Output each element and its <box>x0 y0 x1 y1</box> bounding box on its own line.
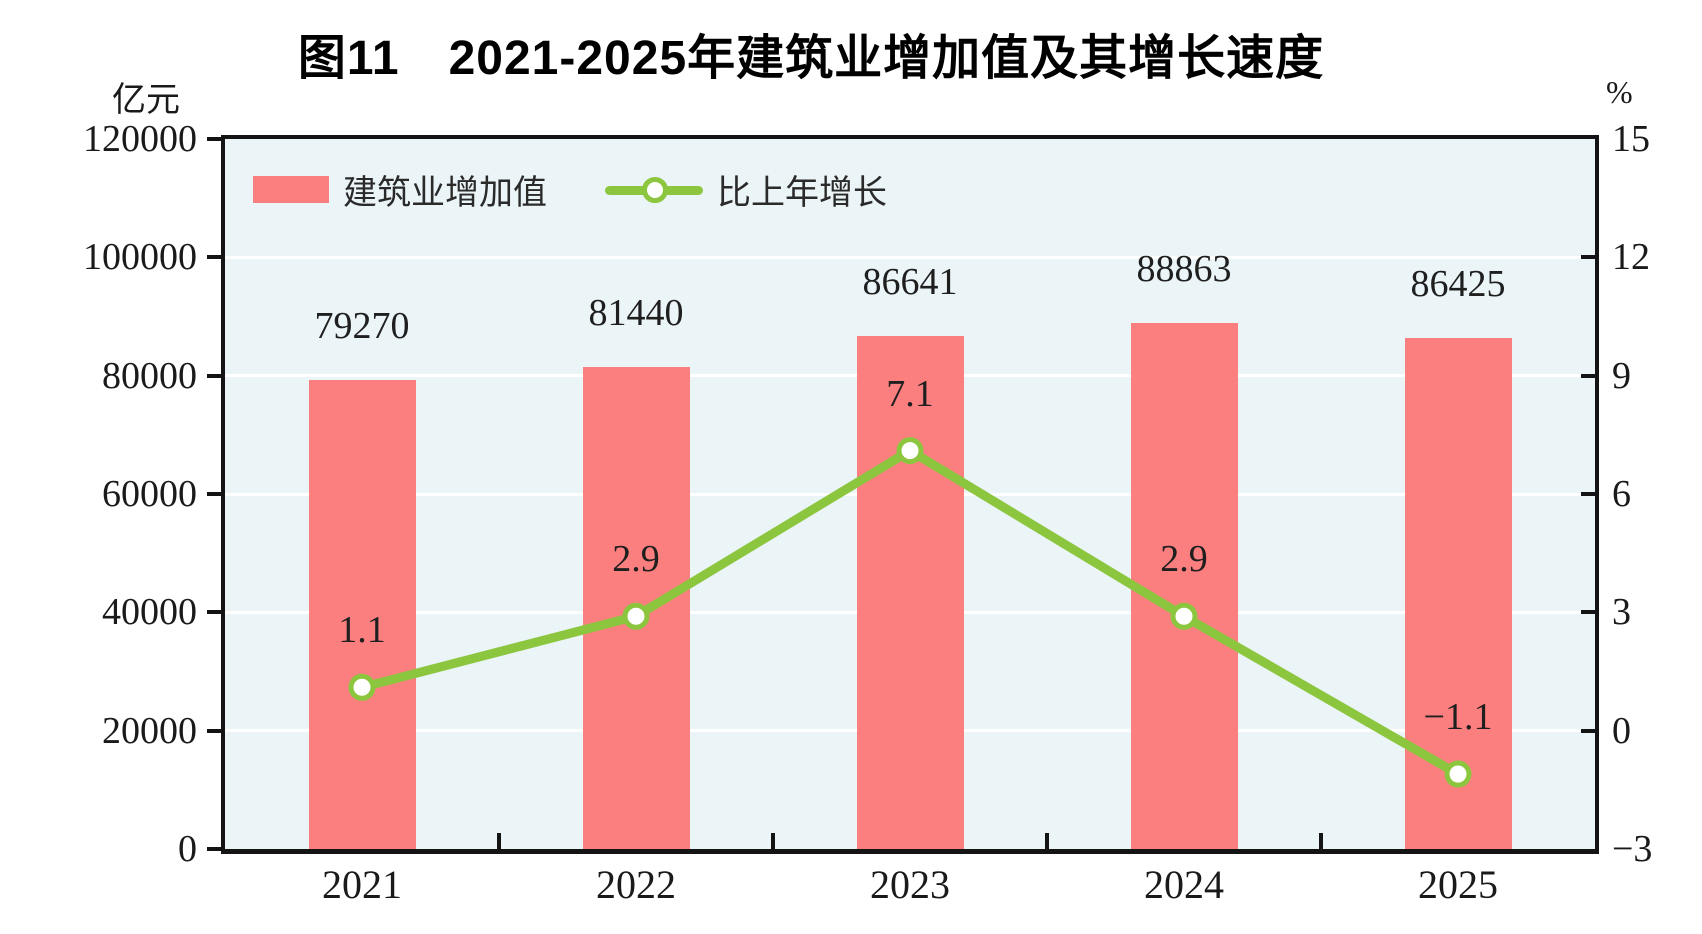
right-axis-tick-label: 6 <box>1612 473 1631 515</box>
bar-value-label: 81440 <box>588 292 684 335</box>
left-axis-tick-label: 80000 <box>102 354 197 397</box>
right-axis-tick-label: −3 <box>1612 828 1653 870</box>
line-point-2025 <box>1444 760 1472 788</box>
bar-2021 <box>308 379 416 849</box>
left-axis-tick-label: 40000 <box>102 591 197 634</box>
left-axis-tick <box>207 137 225 141</box>
x-axis-category-label: 2023 <box>870 862 950 907</box>
left-axis-tick-label: 0 <box>178 828 197 870</box>
left-axis-tick-label: 20000 <box>102 709 197 752</box>
right-axis-tick <box>1581 373 1595 378</box>
x-axis-category-label: 2024 <box>1144 862 1224 907</box>
line-value-label: 2.9 <box>612 538 660 581</box>
right-axis-tick-label: 3 <box>1612 591 1631 634</box>
bar-value-label: 86425 <box>1410 262 1506 305</box>
left-axis-tick-label: 60000 <box>102 473 197 515</box>
bar-2024 <box>1130 323 1238 849</box>
left-axis-tick <box>207 492 225 496</box>
plot-area: 79270 81440 86641 88863 86425 1.1 2.9 7.1 2.9 −1.… <box>221 135 1599 854</box>
right-axis-tick-label: 12 <box>1612 236 1650 279</box>
line-value-label: 1.1 <box>338 609 386 652</box>
right-axis-tick-label: 0 <box>1612 709 1631 752</box>
right-axis-tick <box>1581 255 1595 260</box>
bar-value-label: 79270 <box>314 304 410 347</box>
line-point-2022 <box>622 602 650 630</box>
growth-line <box>357 446 1463 779</box>
legend: 建筑业增加值 比上年增长 <box>253 165 887 214</box>
x-axis-category-label: 2022 <box>596 862 676 907</box>
gridline <box>225 255 1595 259</box>
line-point-2024 <box>1170 602 1198 630</box>
line-series-layer <box>348 437 1472 788</box>
left-axis-tick-label: 120000 <box>83 118 197 160</box>
line-point-2021 <box>348 673 376 701</box>
chart-title: 图11 2021-2025年建筑业增加值及其增长速度 <box>297 32 1325 85</box>
x-axis-tick <box>771 833 775 849</box>
legend-line-point-icon <box>642 176 668 203</box>
legend-line-label: 比上年增长 <box>717 174 887 212</box>
legend-line-marker-icon <box>605 176 703 204</box>
right-axis-tick <box>1581 610 1595 615</box>
right-axis-tick-label: 15 <box>1612 118 1650 160</box>
legend-bar-swatch <box>253 176 329 203</box>
left-axis-tick <box>207 847 225 851</box>
left-axis-tick <box>207 728 225 733</box>
left-axis-tick <box>207 373 225 378</box>
bar-value-label: 88863 <box>1136 248 1232 291</box>
line-value-label: −1.1 <box>1423 696 1493 739</box>
right-axis-unit-label: % <box>1606 74 1633 110</box>
line-point-2023 <box>896 437 924 465</box>
right-axis-tick-label: 9 <box>1612 354 1631 397</box>
left-axis-tick <box>207 255 225 260</box>
left-axis-tick-label: 100000 <box>83 236 197 279</box>
line-value-label: 2.9 <box>1160 538 1208 581</box>
x-axis-category-label: 2025 <box>1418 862 1498 907</box>
line-value-label: 7.1 <box>886 372 934 415</box>
x-axis-category-label: 2021 <box>322 862 402 907</box>
x-axis-tick <box>1319 833 1323 849</box>
bar-value-label: 86641 <box>862 261 958 304</box>
right-axis-tick <box>1581 728 1595 733</box>
x-axis-tick <box>1045 833 1049 849</box>
bar-2023 <box>856 336 964 849</box>
legend-bar-label: 建筑业增加值 <box>343 174 547 212</box>
right-axis-tick <box>1581 492 1595 496</box>
left-axis-tick <box>207 610 225 615</box>
x-axis-tick <box>497 833 501 849</box>
left-axis-unit-label: 亿元 <box>112 81 180 119</box>
